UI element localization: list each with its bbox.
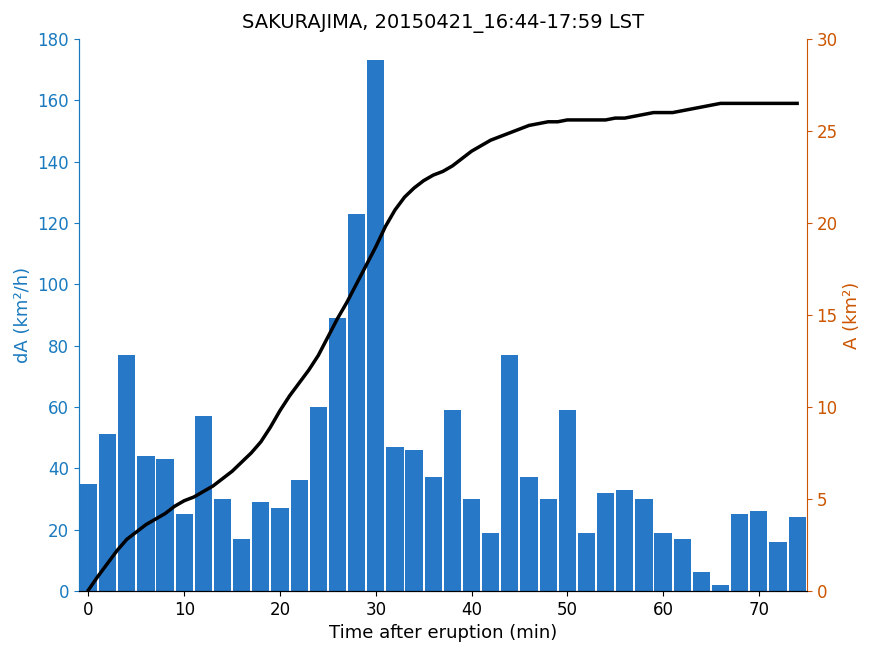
Bar [635,499,653,591]
Bar [329,318,346,591]
Bar [712,584,729,591]
Bar [654,533,672,591]
Title: SAKURAJIMA, 20150421_16:44-17:59 LST: SAKURAJIMA, 20150421_16:44-17:59 LST [242,14,644,33]
Bar [137,456,155,591]
Bar [118,355,136,591]
Bar [80,483,97,591]
Bar [99,434,116,591]
X-axis label: Time after eruption (min): Time after eruption (min) [329,624,557,642]
Y-axis label: A (km²): A (km²) [844,281,861,348]
Bar [310,407,327,591]
Bar [482,533,500,591]
Bar [233,539,250,591]
Bar [387,447,403,591]
Bar [424,478,442,591]
Bar [597,493,614,591]
Y-axis label: dA (km²/h): dA (km²/h) [14,267,31,363]
Bar [788,517,806,591]
Bar [348,214,365,591]
Bar [252,502,270,591]
Bar [157,459,174,591]
Bar [521,478,537,591]
Bar [501,355,519,591]
Bar [750,511,767,591]
Bar [674,539,691,591]
Bar [463,499,480,591]
Bar [558,410,576,591]
Bar [693,573,710,591]
Bar [578,533,595,591]
Bar [616,489,634,591]
Bar [368,60,384,591]
Bar [176,514,192,591]
Bar [271,508,289,591]
Bar [769,542,787,591]
Bar [444,410,461,591]
Bar [290,480,308,591]
Bar [731,514,748,591]
Bar [405,450,423,591]
Bar [214,499,231,591]
Bar [195,416,212,591]
Bar [540,499,556,591]
